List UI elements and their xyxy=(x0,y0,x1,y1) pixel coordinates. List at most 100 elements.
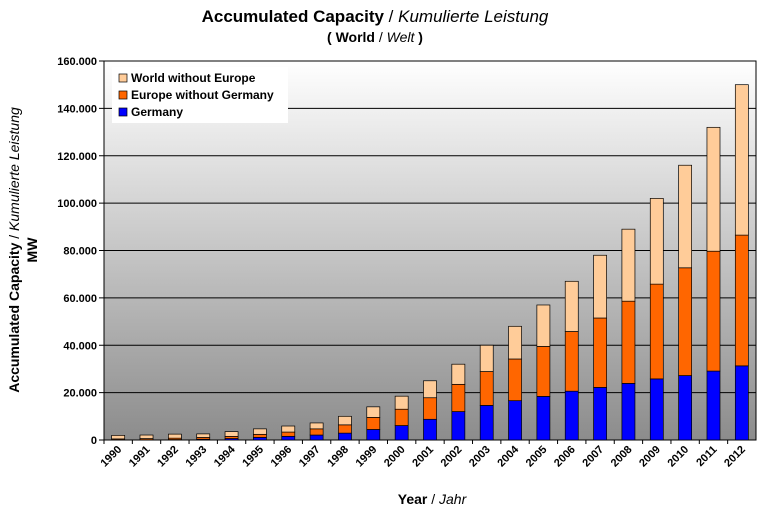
gridlines xyxy=(104,107,756,394)
y-tick-label: 80.000 xyxy=(63,246,97,258)
bar-germany-2002 xyxy=(451,411,466,441)
bar-europe-without-germany-1995 xyxy=(253,433,267,438)
bar-europe-without-germany-2004 xyxy=(508,358,522,402)
x-tick-label: 1995 xyxy=(240,444,266,470)
bar-europe-without-germany-1997 xyxy=(309,428,324,436)
bar-world-without-europe-2003 xyxy=(479,344,494,372)
x-tick-label: 1993 xyxy=(184,444,210,470)
bar-world-without-europe-1992 xyxy=(168,433,182,439)
bar-germany-2001 xyxy=(423,418,437,441)
x-tick-label: 2005 xyxy=(524,444,550,470)
bar-world-without-europe-1995 xyxy=(253,428,267,435)
bar-world-without-europe-2002 xyxy=(451,363,466,385)
x-axis: 1990 1991 1992 1993 1994 1995 1996 1997 1998 1999… xyxy=(98,440,748,470)
bar-germany-2008 xyxy=(621,383,636,441)
bar-germany-2006 xyxy=(564,390,579,441)
bar-world-without-europe-2005 xyxy=(536,304,551,347)
y-tick-label: 0 xyxy=(91,435,97,447)
x-tick-label: 2000 xyxy=(382,444,408,470)
legend: World without Europe Europe without Germa… xyxy=(112,67,288,123)
bar-world-without-europe-1996 xyxy=(281,425,296,433)
bar-world-without-europe-2011 xyxy=(706,126,721,252)
x-tick-label: 1990 xyxy=(98,444,124,470)
x-tick-label: 1991 xyxy=(127,444,153,470)
bar-germany-2007 xyxy=(593,387,607,441)
x-tick-label: 2003 xyxy=(467,444,493,470)
y-axis-label: Accumulated Capacity / Kumulierte Leistu… xyxy=(6,107,22,393)
x-tick-label: 2008 xyxy=(609,444,635,470)
bar-germany-2003 xyxy=(479,405,494,441)
legend-label: Germany xyxy=(131,105,183,119)
legend-swatch xyxy=(118,107,128,117)
bar-europe-without-germany-2000 xyxy=(394,408,409,426)
bar-germany-2011 xyxy=(706,370,721,441)
x-tick-label: 2001 xyxy=(410,444,436,470)
bar-world-without-europe-1998 xyxy=(338,415,352,426)
bar-europe-without-germany-1996 xyxy=(281,431,296,437)
bar-europe-without-germany-2005 xyxy=(536,346,551,397)
x-tick-label: 1999 xyxy=(354,444,380,470)
bar-europe-without-germany-2007 xyxy=(593,317,607,388)
bar-europe-without-germany-2008 xyxy=(621,300,636,384)
bar-germany-1997 xyxy=(309,434,324,441)
bar-europe-without-germany-1999 xyxy=(366,417,381,430)
bar-germany-2000 xyxy=(394,425,409,441)
bar-germany-2010 xyxy=(678,375,692,441)
bar-europe-without-germany-1998 xyxy=(338,424,352,434)
bar-world-without-europe-1990 xyxy=(111,435,126,440)
legend-label: Europe without Germany xyxy=(131,88,274,102)
y-tick-label: 20.000 xyxy=(63,388,97,400)
x-tick-label: 1992 xyxy=(155,444,181,470)
y-tick-label: 120.000 xyxy=(57,151,97,163)
y-tick-label: 40.000 xyxy=(63,340,97,352)
bar-world-without-europe-2000 xyxy=(394,395,409,410)
y-axis-unit: MW xyxy=(24,237,40,263)
bar-europe-without-germany-2011 xyxy=(706,250,721,372)
bar-world-without-europe-2006 xyxy=(564,280,579,332)
x-tick-label: 2010 xyxy=(665,444,691,470)
bar-germany-1998 xyxy=(338,432,352,441)
bar-germany-1995 xyxy=(253,437,267,441)
bar-germany-1996 xyxy=(281,435,296,441)
bar-europe-without-germany-2010 xyxy=(678,267,692,376)
x-tick-label: 2009 xyxy=(637,444,663,470)
bar-europe-without-germany-2003 xyxy=(479,371,494,406)
bar-europe-without-germany-2002 xyxy=(451,383,466,412)
bar-germany-1999 xyxy=(366,429,381,441)
bar-europe-without-germany-2009 xyxy=(649,283,664,380)
bar-world-without-europe-2008 xyxy=(621,228,636,302)
bar-europe-without-germany-2001 xyxy=(423,397,437,420)
x-tick-label: 1996 xyxy=(269,444,295,470)
bar-world-without-europe-1991 xyxy=(139,434,154,439)
chart-subtitle: ( World / Welt ) xyxy=(327,29,423,45)
y-tick-label: 60.000 xyxy=(63,293,97,305)
x-tick-label: 2002 xyxy=(439,444,465,470)
bar-germany-2004 xyxy=(508,400,522,441)
x-axis-label: Year / Jahr xyxy=(398,491,468,507)
bar-world-without-europe-2007 xyxy=(593,254,607,319)
bar-world-without-europe-1999 xyxy=(366,406,381,418)
bar-world-without-europe-1997 xyxy=(309,422,324,430)
chart-title: Accumulated Capacity / Kumulierte Leistu… xyxy=(202,7,549,26)
x-tick-label: 2007 xyxy=(580,444,606,470)
legend-box xyxy=(112,67,288,123)
bar-europe-without-germany-2012 xyxy=(734,234,749,367)
bar-world-without-europe-2004 xyxy=(508,325,522,360)
x-tick-label: 1998 xyxy=(325,444,351,470)
bar-world-without-europe-1994 xyxy=(224,431,239,437)
x-tick-label: 2006 xyxy=(552,444,578,470)
legend-swatch xyxy=(118,73,128,83)
bar-world-without-europe-2010 xyxy=(678,164,692,269)
bar-germany-2009 xyxy=(649,378,664,441)
bar-world-without-europe-1993 xyxy=(196,433,211,438)
bar-germany-2012 xyxy=(734,365,749,441)
x-tick-label: 1994 xyxy=(212,443,238,469)
bar-world-without-europe-2012 xyxy=(734,84,749,236)
x-tick-label: 2012 xyxy=(722,444,748,470)
bar-europe-without-germany-2006 xyxy=(564,331,579,392)
x-tick-label: 2011 xyxy=(694,444,719,469)
y-tick-label: 100.000 xyxy=(57,198,97,210)
x-tick-label: 2004 xyxy=(495,443,521,469)
bar-germany-2005 xyxy=(536,396,551,441)
